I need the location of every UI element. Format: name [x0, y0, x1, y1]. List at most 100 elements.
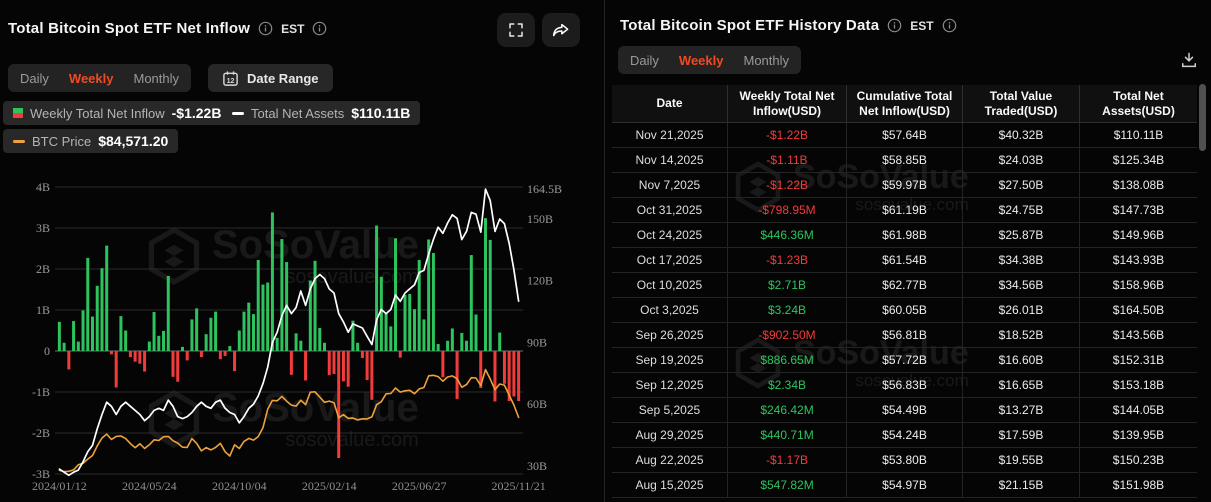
share-icon [552, 23, 569, 37]
grid-lines: 4B 3B 2B 1B 0 -1B -2B -3B [32, 180, 523, 481]
page-title: Total Bitcoin Spot ETF Net Inflow [8, 20, 251, 37]
value-cell: $152.31B [1112, 353, 1165, 367]
download-icon [1182, 52, 1196, 68]
left-axis-label: 0 [44, 344, 50, 358]
info-icon[interactable] [258, 21, 273, 36]
date-cell: Oct 31,2025 [612, 198, 728, 222]
fullscreen-icon [509, 23, 523, 37]
period-tabs: Daily Weekly Monthly [8, 64, 192, 92]
value-cell: $153.18B [1112, 378, 1165, 392]
left-axis-label: -3B [32, 467, 50, 481]
value-cell: $54.97B [847, 473, 963, 497]
date-range-button[interactable]: 12 Date Range [208, 64, 333, 92]
left-axis-label: -2B [32, 426, 50, 440]
value-cell: $110.11B [1113, 128, 1164, 142]
value-cell: $151.98B [1112, 478, 1165, 492]
x-axis-label: 2025/06/27 [392, 479, 447, 493]
value-cell: -$798.95M [728, 198, 847, 222]
value-cell: $34.38B [963, 248, 1080, 272]
svg-text:12: 12 [227, 77, 235, 85]
total-net-assets-line [58, 188, 520, 477]
history-data-panel: Total Bitcoin Spot ETF History Data EST … [610, 0, 1211, 502]
value-cell: $547.82M [728, 473, 847, 497]
col-header-date: Date [612, 85, 728, 122]
table-title: Total Bitcoin Spot ETF History Data [620, 17, 880, 34]
value-cell: $17.59B [963, 423, 1080, 447]
table-row: Oct 24,2025 $446.36M $61.98B $25.87B $149.96… [612, 223, 1197, 248]
legend-total-net-assets[interactable]: Total Net Assets $110.11B [222, 101, 421, 125]
value-cell: -$902.50M [728, 323, 847, 347]
net-inflow-panel: Total Bitcoin Spot ETF Net Inflow EST Da… [0, 0, 604, 502]
date-cell: Nov 14,2025 [612, 148, 728, 172]
value-cell: $13.27B [963, 398, 1080, 422]
table-scrollbar[interactable] [1199, 84, 1206, 151]
legend-value: $84,571.20 [98, 133, 169, 149]
table-body: Nov 21,2025 -$1.22B $57.64B $40.32B $110.11B… [612, 123, 1197, 498]
date-cell: Oct 10,2025 [612, 273, 728, 297]
right-panel-controls: Daily Weekly Monthly [618, 46, 802, 74]
value-cell: $144.05B [1112, 403, 1165, 417]
col-header-cumulative-inflow: Cumulative Total Net Inflow(USD) [847, 85, 963, 122]
tab-weekly[interactable]: Weekly [678, 52, 724, 68]
fullscreen-button[interactable] [497, 13, 535, 47]
value-cell: $24.03B [963, 148, 1080, 172]
table-row: Aug 29,2025 $440.71M $54.24B $17.59B $139.95… [612, 423, 1197, 448]
tab-monthly[interactable]: Monthly [133, 70, 180, 86]
x-axis-label: 2024/10/04 [212, 479, 267, 493]
date-cell: Sep 12,2025 [612, 373, 728, 397]
value-cell: $138.08B [1112, 178, 1165, 192]
period-tabs: Daily Weekly Monthly [618, 46, 802, 74]
left-panel-controls: Daily Weekly Monthly 12 Date Range [8, 64, 333, 92]
value-cell: $26.01B [963, 298, 1080, 322]
right-axis-label: 150B [527, 212, 553, 226]
history-table: Date Weekly Total Net Inflow(USD) Cumula… [612, 85, 1197, 498]
timezone-label: EST [281, 21, 305, 36]
right-axis-label: 120B [527, 274, 553, 288]
value-cell: $56.83B [847, 373, 963, 397]
value-cell: $147.73B [1112, 203, 1165, 217]
value-cell: $62.77B [847, 273, 963, 297]
value-cell: $164.50B [1112, 303, 1165, 317]
download-button[interactable] [1177, 48, 1201, 72]
left-axis-label: 4B [36, 180, 50, 194]
tab-monthly[interactable]: Monthly [743, 52, 790, 68]
table-row: Oct 17,2025 -$1.23B $61.54B $34.38B $143.93B [612, 248, 1197, 273]
info-icon[interactable] [887, 18, 902, 33]
x-axis-label: 2024/05/24 [122, 479, 177, 493]
green-red-square-icon [13, 108, 23, 118]
legend-btc-price[interactable]: BTC Price $84,571.20 [3, 129, 179, 153]
tab-weekly[interactable]: Weekly [68, 70, 114, 86]
tab-daily[interactable]: Daily [630, 52, 659, 68]
inflow-chart[interactable]: 4B 3B 2B 1B 0 -1B -2B -3B 164.5B 150B 120B 90B 60B 30… [0, 178, 604, 502]
date-range-label: Date Range [247, 70, 319, 86]
table-row: Sep 19,2025 $886.65M $57.72B $16.60B $152.31… [612, 348, 1197, 373]
orange-dash-icon [13, 139, 25, 143]
value-cell: $59.97B [847, 173, 963, 197]
value-cell: -$1.23B [728, 248, 847, 272]
info-icon[interactable] [942, 18, 957, 33]
tab-daily[interactable]: Daily [20, 70, 49, 86]
value-cell: $149.96B [1112, 228, 1165, 242]
value-cell: $58.85B [847, 148, 963, 172]
table-row: Sep 12,2025 $2.34B $56.83B $16.65B $153.18B [612, 373, 1197, 398]
info-icon[interactable] [312, 21, 327, 36]
left-panel-header: Total Bitcoin Spot ETF Net Inflow EST [8, 20, 327, 37]
value-cell: $16.60B [963, 348, 1080, 372]
right-axis-label: 60B [527, 397, 547, 411]
table-row: Oct 3,2025 $3.24B $60.05B $26.01B $164.50B [612, 298, 1197, 323]
value-cell: $886.65M [728, 348, 847, 372]
value-cell: $53.80B [847, 448, 963, 472]
table-row: Sep 26,2025 -$902.50M $56.81B $18.52B $143.5… [612, 323, 1197, 348]
value-cell: -$1.22B [728, 123, 847, 147]
date-cell: Aug 22,2025 [612, 448, 728, 472]
value-cell: $25.87B [963, 223, 1080, 247]
chart-action-buttons [497, 13, 580, 47]
share-button[interactable] [542, 13, 580, 47]
legend-value: -$1.22B [171, 105, 222, 121]
panel-divider [604, 0, 605, 502]
legend-value: $110.11B [351, 105, 411, 121]
value-cell: $158.96B [1112, 278, 1165, 292]
legend-weekly-net-inflow[interactable]: Weekly Total Net Inflow -$1.22B [3, 101, 232, 125]
table-header: Date Weekly Total Net Inflow(USD) Cumula… [612, 85, 1197, 123]
legend-label: BTC Price [32, 133, 92, 149]
